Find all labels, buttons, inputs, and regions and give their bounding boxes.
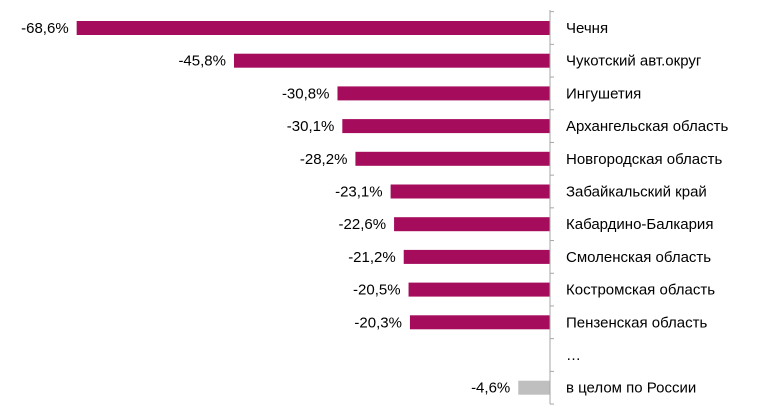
value-label: -20,5% bbox=[353, 282, 401, 299]
category-labels-group: Чечня Чукотский авт.округ Ингушетия Арханге… bbox=[566, 20, 728, 397]
bar bbox=[394, 217, 550, 232]
category-label: Архангельская область bbox=[566, 118, 728, 135]
category-label: Новгородская область bbox=[566, 151, 722, 168]
bar bbox=[342, 119, 550, 134]
category-label: в целом по России bbox=[566, 380, 696, 397]
bar bbox=[518, 380, 550, 395]
bar bbox=[390, 184, 550, 199]
bar bbox=[355, 151, 550, 166]
value-labels-group: -68,6% -45,8% -30,8% -30,1% -28,2% -23,1% -22,… bbox=[21, 20, 510, 397]
value-label: -22,6% bbox=[339, 216, 387, 233]
value-label: -23,1% bbox=[335, 184, 383, 201]
bar bbox=[76, 21, 550, 35]
category-label: Костромская область bbox=[566, 282, 715, 299]
bar bbox=[233, 53, 551, 68]
value-label: -45,8% bbox=[178, 53, 226, 70]
value-label: -28,2% bbox=[300, 151, 348, 168]
bar bbox=[409, 315, 550, 330]
category-label: Пензенская область bbox=[566, 314, 707, 331]
bar bbox=[403, 249, 550, 264]
axis-ticks-group bbox=[550, 11, 554, 405]
value-label: -4,6% bbox=[471, 380, 510, 397]
value-label: -21,2% bbox=[348, 249, 396, 266]
category-label: Чукотский авт.округ bbox=[566, 53, 702, 70]
category-label: Забайкальский край bbox=[566, 184, 707, 201]
category-label: … bbox=[566, 347, 581, 364]
value-label: -30,1% bbox=[287, 118, 335, 135]
value-label: -20,3% bbox=[354, 314, 402, 331]
bar bbox=[337, 86, 550, 101]
value-label: -68,6% bbox=[21, 20, 69, 37]
bars-group bbox=[76, 21, 551, 395]
category-label: Смоленская область bbox=[566, 249, 711, 266]
category-label: Чечня bbox=[566, 20, 608, 37]
category-label: Ингушетия bbox=[566, 85, 641, 102]
category-label: Кабардино-Балкария bbox=[566, 216, 713, 233]
bar bbox=[408, 282, 550, 297]
value-label: -30,8% bbox=[282, 85, 330, 102]
